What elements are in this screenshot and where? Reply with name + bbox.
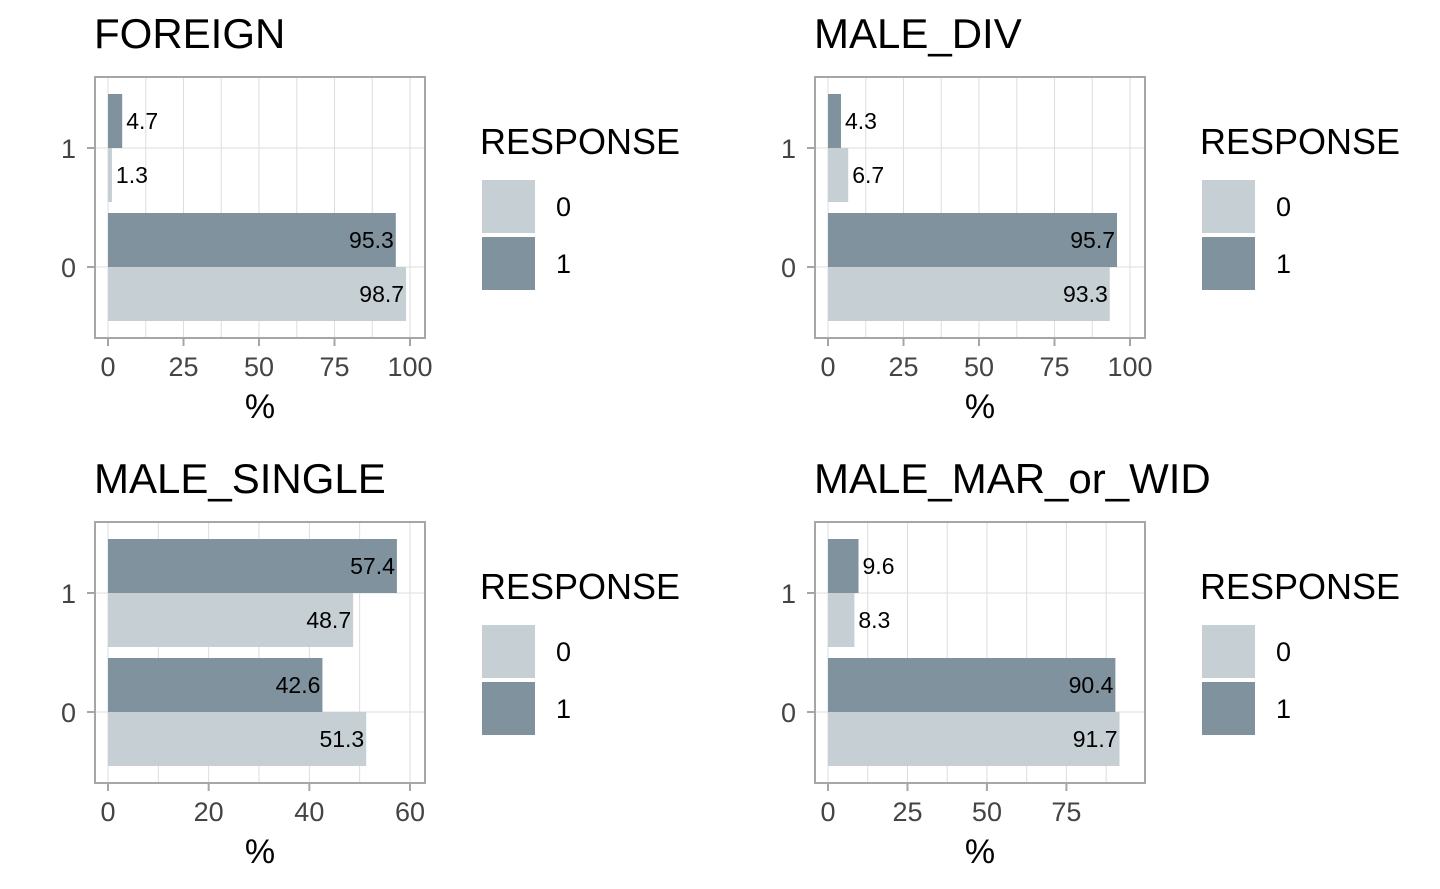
data-label: 90.4 bbox=[1069, 672, 1114, 698]
bar-1-response-1 bbox=[828, 94, 841, 148]
bar-0-response-1 bbox=[108, 658, 323, 712]
data-label: 42.6 bbox=[276, 672, 321, 698]
y-tick-label: 0 bbox=[781, 253, 796, 283]
x-tick-label: 0 bbox=[100, 352, 115, 382]
data-label: 95.7 bbox=[1070, 227, 1115, 253]
y-tick-label: 0 bbox=[61, 253, 76, 283]
x-tick-label: 25 bbox=[892, 797, 922, 827]
panel-border bbox=[94, 521, 426, 784]
bar-1-response-0 bbox=[828, 148, 849, 202]
legend-key-0 bbox=[1202, 180, 1255, 233]
x-tick-label: 0 bbox=[100, 797, 115, 827]
data-label: 9.6 bbox=[863, 553, 895, 579]
data-label: 6.7 bbox=[852, 162, 884, 188]
legend-title: RESPONSE bbox=[480, 566, 680, 607]
bar-0-response-1 bbox=[828, 658, 1116, 712]
y-tick-label: 1 bbox=[781, 579, 796, 609]
legend-label: 0 bbox=[1276, 637, 1291, 667]
x-tick-label: 75 bbox=[1051, 797, 1081, 827]
bar-0-response-0 bbox=[828, 267, 1110, 321]
legend-title: RESPONSE bbox=[1200, 566, 1400, 607]
legend-label: 1 bbox=[1276, 249, 1291, 279]
legend-key-0 bbox=[482, 625, 535, 678]
chart-title: FOREIGN bbox=[94, 10, 285, 57]
legend: RESPONSE 0 1 bbox=[480, 121, 680, 290]
legend-label: 1 bbox=[1276, 694, 1291, 724]
data-label: 4.7 bbox=[126, 108, 158, 134]
x-tick-label: 0 bbox=[820, 352, 835, 382]
data-label: 51.3 bbox=[319, 726, 364, 752]
legend-title: RESPONSE bbox=[1200, 121, 1400, 162]
bar-1-response-0 bbox=[828, 593, 855, 647]
legend: RESPONSE 0 1 bbox=[1200, 121, 1400, 290]
data-label: 95.3 bbox=[349, 227, 394, 253]
y-tick-label: 0 bbox=[61, 698, 76, 728]
data-label: 4.3 bbox=[845, 108, 877, 134]
y-tick-label: 1 bbox=[781, 134, 796, 164]
bar-0-response-0 bbox=[108, 712, 367, 766]
legend-label: 0 bbox=[556, 637, 571, 667]
legend-label: 1 bbox=[556, 694, 571, 724]
x-tick-label: 50 bbox=[964, 352, 994, 382]
data-label: 57.4 bbox=[350, 553, 395, 579]
legend-key-1 bbox=[482, 682, 535, 735]
chart-title: MALE_MAR_or_WID bbox=[814, 455, 1211, 502]
x-tick-label: 75 bbox=[319, 352, 349, 382]
y-tick-label: 1 bbox=[61, 579, 76, 609]
legend-key-1 bbox=[1202, 682, 1255, 735]
legend-label: 0 bbox=[1276, 192, 1291, 222]
x-tick-label: 20 bbox=[194, 797, 224, 827]
x-tick-label: 60 bbox=[395, 797, 425, 827]
chart-panel-1: MALE_DIV 93.3 6.7 95.7 4.3 0 1 0 25 50 75 100% RESPO… bbox=[781, 10, 1400, 426]
bar-0-response-0 bbox=[108, 267, 407, 321]
chart-panel-0: FOREIGN 98.7 1.3 95.3 4.7 0 1 0 25 50 75 100% RESPON… bbox=[61, 10, 680, 426]
data-label: 91.7 bbox=[1073, 726, 1118, 752]
legend-label: 1 bbox=[556, 249, 571, 279]
chart-panel-3: MALE_MAR_or_WID 91.7 8.3 90.4 9.6 0 1 0 25 50 75% R… bbox=[781, 455, 1400, 871]
bar-1-response-1 bbox=[828, 539, 859, 593]
bar-1-response-0 bbox=[108, 593, 354, 647]
chart-title: MALE_SINGLE bbox=[94, 455, 386, 502]
x-tick-label: 100 bbox=[387, 352, 432, 382]
bar-1-response-1 bbox=[108, 539, 397, 593]
data-label: 48.7 bbox=[306, 607, 351, 633]
bar-0-response-1 bbox=[108, 213, 396, 267]
legend-key-1 bbox=[1202, 237, 1255, 290]
bar-1-response-1 bbox=[108, 94, 123, 148]
chart-title: MALE_DIV bbox=[814, 10, 1022, 57]
x-axis-label: % bbox=[245, 388, 275, 426]
x-tick-label: 25 bbox=[168, 352, 198, 382]
legend-key-0 bbox=[1202, 625, 1255, 678]
legend-key-1 bbox=[482, 237, 535, 290]
x-tick-label: 75 bbox=[1039, 352, 1069, 382]
data-label: 98.7 bbox=[359, 281, 404, 307]
x-tick-label: 25 bbox=[888, 352, 918, 382]
x-tick-label: 100 bbox=[1107, 352, 1152, 382]
bar-0-response-1 bbox=[828, 213, 1118, 267]
bar-0-response-0 bbox=[828, 712, 1120, 766]
y-tick-label: 0 bbox=[781, 698, 796, 728]
y-tick-label: 1 bbox=[61, 134, 76, 164]
bar-1-response-0 bbox=[108, 148, 112, 202]
legend: RESPONSE 0 1 bbox=[480, 566, 680, 735]
legend-label: 0 bbox=[556, 192, 571, 222]
legend-key-0 bbox=[482, 180, 535, 233]
data-label: 1.3 bbox=[116, 162, 148, 188]
x-tick-label: 40 bbox=[294, 797, 324, 827]
x-axis-label: % bbox=[245, 833, 275, 871]
data-label: 93.3 bbox=[1063, 281, 1108, 307]
legend: RESPONSE 0 1 bbox=[1200, 566, 1400, 735]
x-axis-label: % bbox=[965, 388, 995, 426]
panel-border bbox=[814, 521, 1146, 784]
x-tick-label: 0 bbox=[820, 797, 835, 827]
x-axis-label: % bbox=[965, 833, 995, 871]
x-tick-label: 50 bbox=[244, 352, 274, 382]
x-tick-label: 50 bbox=[972, 797, 1002, 827]
data-label: 8.3 bbox=[858, 607, 890, 633]
legend-title: RESPONSE bbox=[480, 121, 680, 162]
